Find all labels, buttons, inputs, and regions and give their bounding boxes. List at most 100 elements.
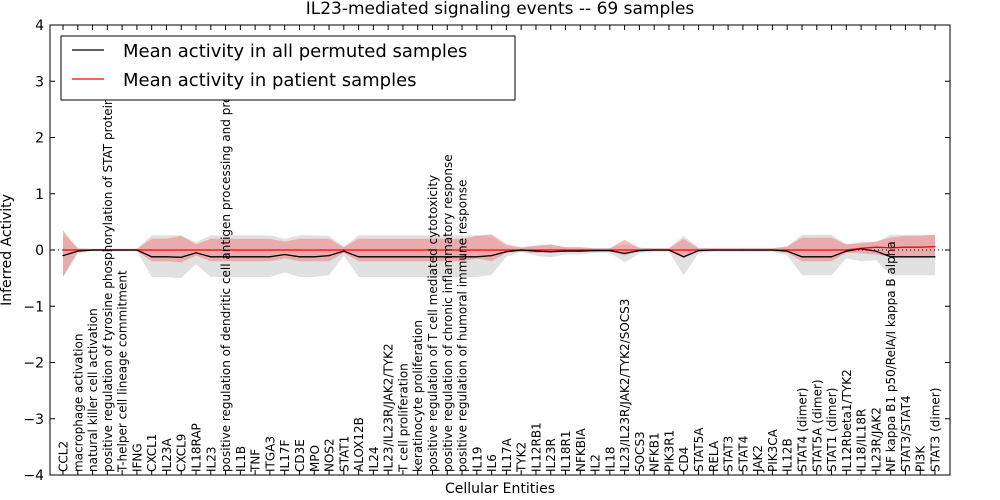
line-patient-point (491, 249, 493, 251)
x-tick-label: PI3K (914, 445, 928, 472)
line-patient-point (284, 249, 286, 251)
line-patient-point (624, 249, 626, 251)
x-tick-label: IL1B (234, 446, 248, 472)
x-tick-label: STAT5A (692, 427, 706, 472)
line-permuted-point (239, 256, 241, 258)
line-patient-point (830, 249, 833, 251)
x-tick-label: natural killer cell activation (86, 308, 100, 472)
line-permuted-point (476, 256, 478, 258)
x-tick-label: PIK3R1 (662, 430, 676, 472)
line-patient-point (845, 249, 847, 251)
line-patient-point (417, 249, 419, 251)
line-permuted-point (431, 256, 434, 258)
x-tick-label: MPO (308, 445, 322, 472)
line-permuted-point (683, 256, 685, 258)
line-patient-point (461, 249, 463, 251)
x-tick-label: IL18/IL18R (855, 409, 869, 472)
line-patient-point (402, 249, 404, 251)
line-patient-point (476, 249, 478, 251)
line-permuted-point (269, 256, 271, 258)
line-permuted-point (254, 256, 256, 258)
line-permuted-point (343, 250, 345, 252)
axis-ticks: −4 −3 −2 −1 0 1 2 3 4 (23, 18, 950, 484)
line-patient-point (328, 249, 330, 251)
x-tick-label: T cell proliferation (396, 363, 410, 473)
line-patient-point (816, 249, 818, 251)
x-tick-label: SOCS3 (633, 431, 647, 472)
x-tick-label: NFKBIA (574, 427, 588, 472)
x-tick-label: positive regulation of T cell mediated c… (426, 175, 440, 472)
x-tick-label: IL24 (367, 447, 381, 473)
line-permuted-point (92, 249, 94, 251)
line-patient-point (343, 249, 345, 251)
y-tick-label: −4 (23, 468, 44, 484)
line-permuted-point (62, 255, 64, 257)
line-patient-point (890, 247, 892, 249)
x-tick-label: CXCL1 (145, 434, 159, 472)
legend-label-permuted: Mean activity in all permuted samples (123, 41, 467, 62)
x-tick-label: STAT1 (dimer) (825, 388, 839, 472)
line-patient (63, 245, 936, 251)
x-tick-label: IL18RAP (190, 423, 204, 472)
x-tick-label: PIK3CA (766, 428, 780, 472)
y-tick-label: 4 (35, 18, 44, 34)
line-permuted-point (564, 250, 567, 252)
x-tick-label: positive regulation of tyrosine phosphor… (101, 97, 115, 472)
line-patient-point (313, 249, 315, 251)
line-patient-point (225, 249, 227, 251)
line-patient-point (195, 249, 197, 251)
line-patient-point (535, 249, 537, 251)
line-permuted-point (372, 256, 374, 258)
line-permuted-point (919, 256, 921, 258)
x-tick-label: IL23R/JAK2 (869, 407, 883, 472)
line-patient-point (505, 249, 507, 251)
y-tick-label: −1 (23, 299, 44, 315)
line-patient-point (904, 246, 907, 248)
y-axis-label: Inferred Activity (0, 194, 15, 306)
line-permuted-point (313, 256, 315, 258)
x-tick-label: STAT5A (dimer) (810, 379, 824, 472)
line-patient-point (934, 246, 936, 248)
line-permuted-point (579, 250, 581, 252)
x-tick-label: positive regulation of chronic inflammat… (441, 154, 455, 472)
x-tick-label: positive regulation of humoral immune re… (456, 180, 470, 472)
x-tick-label: RELA (707, 440, 721, 472)
line-permuted-point (491, 255, 493, 257)
line-permuted-point (816, 256, 818, 258)
line-permuted-point (904, 256, 907, 258)
line-permuted-point (328, 255, 330, 257)
x-tick-label: IL2 (589, 454, 603, 472)
line-permuted-point (609, 250, 611, 252)
line-patient-point (550, 249, 552, 251)
x-tick-label: IL6 (485, 454, 499, 472)
line-permuted-point (535, 250, 537, 252)
line-patient-point (165, 249, 168, 251)
x-tick-label: IL18R1 (559, 431, 573, 472)
x-tick-label: STAT1 (337, 436, 351, 472)
x-tick-label: TYK2 (515, 442, 529, 473)
line-permuted-point (151, 256, 153, 258)
line-patient-point (564, 249, 567, 251)
x-tick-label: IL23R (544, 438, 558, 472)
line-permuted-point (195, 252, 197, 254)
x-tick-label: IFNG (130, 443, 144, 472)
line-permuted-point (284, 253, 286, 256)
line-permuted-point (387, 256, 389, 258)
x-tick-label: STAT3/STAT4 (899, 395, 913, 472)
x-tick-label: JAK2 (751, 445, 765, 473)
line-patient-point (62, 249, 64, 251)
x-tick-label: NFKB1 (648, 432, 662, 472)
line-patient-point (683, 249, 685, 251)
line-permuted-point (446, 256, 448, 258)
line-permuted-point (653, 249, 655, 251)
line-permuted-point (624, 252, 626, 254)
x-tick-label: macrophage activation (71, 334, 85, 472)
x-tick-label: positive regulation of dendritic cell an… (219, 39, 233, 472)
legend-label-patient: Mean activity in patient samples (123, 70, 417, 91)
line-permuted-point (727, 249, 729, 251)
line-permuted-point (890, 256, 892, 258)
line-permuted-point (742, 249, 744, 251)
line-patient-point (269, 249, 271, 251)
x-tick-label: IL18 (603, 447, 617, 473)
